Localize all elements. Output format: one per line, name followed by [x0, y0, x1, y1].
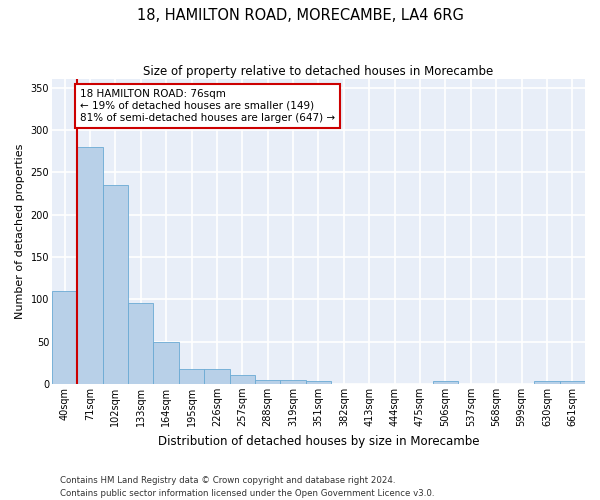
Text: 18, HAMILTON ROAD, MORECAMBE, LA4 6RG: 18, HAMILTON ROAD, MORECAMBE, LA4 6RG	[137, 8, 463, 22]
Bar	[534, 382, 560, 384]
Bar	[280, 380, 306, 384]
Bar	[306, 382, 331, 384]
Bar	[179, 368, 204, 384]
X-axis label: Distribution of detached houses by size in Morecambe: Distribution of detached houses by size …	[158, 434, 479, 448]
Bar	[154, 342, 179, 384]
Bar	[560, 382, 585, 384]
Bar	[255, 380, 280, 384]
Title: Size of property relative to detached houses in Morecambe: Size of property relative to detached ho…	[143, 65, 494, 78]
Bar	[103, 185, 128, 384]
Bar	[433, 382, 458, 384]
Bar	[204, 368, 230, 384]
Y-axis label: Number of detached properties: Number of detached properties	[15, 144, 25, 319]
Text: 18 HAMILTON ROAD: 76sqm
← 19% of detached houses are smaller (149)
81% of semi-d: 18 HAMILTON ROAD: 76sqm ← 19% of detache…	[80, 90, 335, 122]
Bar	[128, 304, 154, 384]
Bar	[77, 147, 103, 384]
Bar	[52, 291, 77, 384]
Bar	[230, 376, 255, 384]
Text: Contains HM Land Registry data © Crown copyright and database right 2024.
Contai: Contains HM Land Registry data © Crown c…	[60, 476, 434, 498]
